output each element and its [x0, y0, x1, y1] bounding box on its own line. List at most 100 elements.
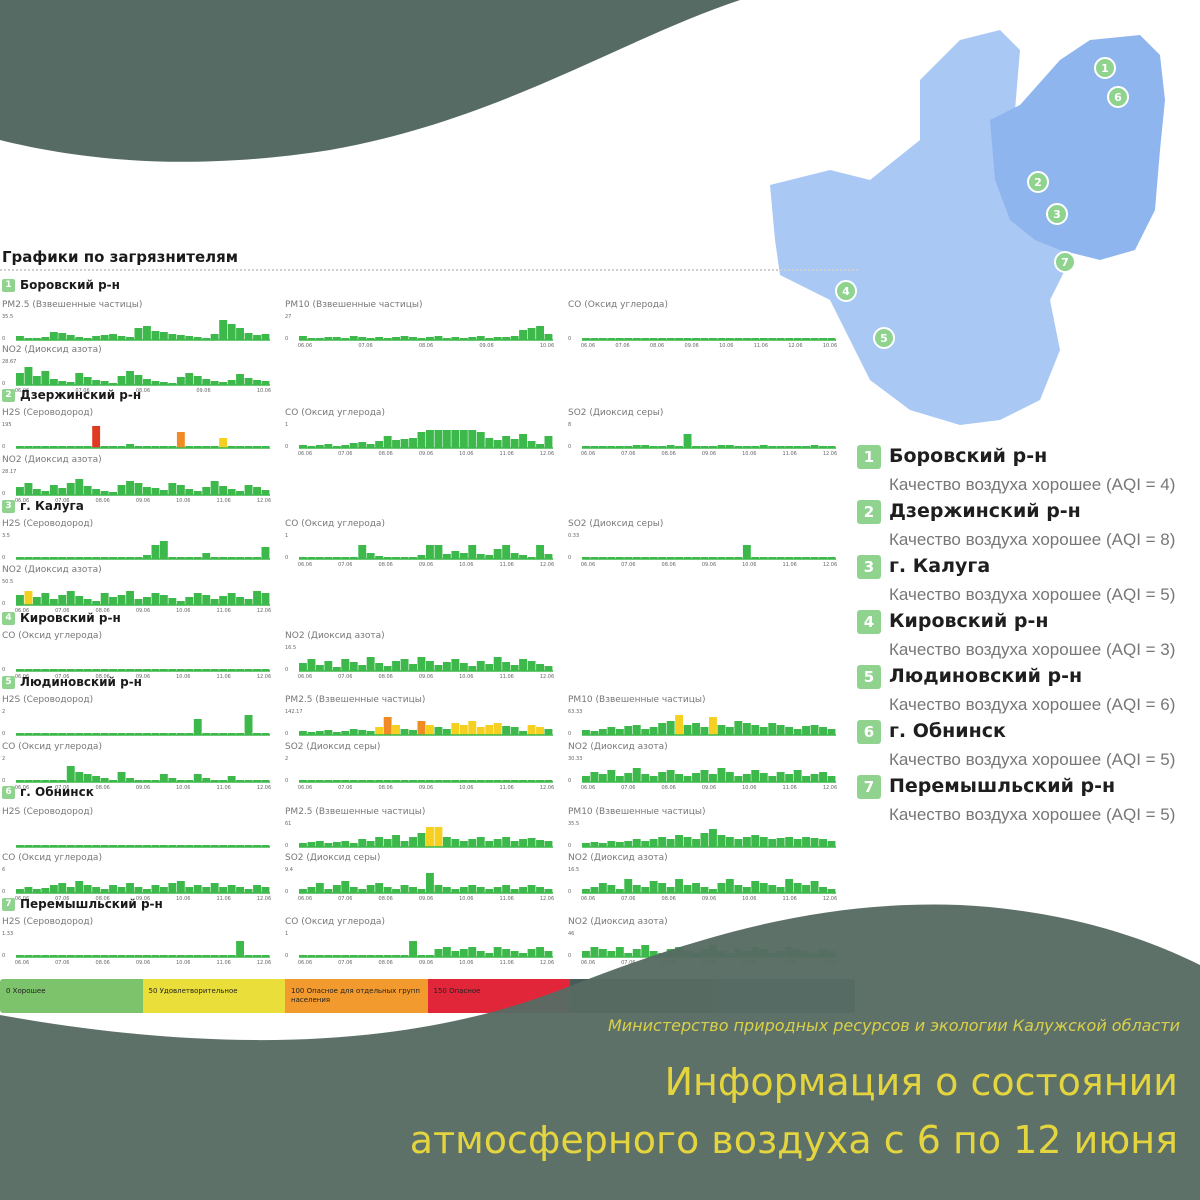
- bar: [692, 839, 700, 847]
- bar: [210, 733, 219, 735]
- bar: [590, 446, 599, 448]
- bar: [392, 661, 400, 671]
- bar: [493, 657, 502, 671]
- bar: [202, 845, 211, 847]
- bar: [751, 557, 760, 559]
- pollutant-mini-chart: H2S (Сероводород) 1.33 0 06.06 07.06 08.06 09.…: [2, 917, 274, 969]
- bar: [151, 733, 160, 735]
- y-max-label: 0.33: [568, 533, 579, 539]
- bar: [117, 669, 126, 671]
- bar: [219, 320, 228, 340]
- bar: [66, 887, 75, 893]
- bar: [468, 780, 477, 782]
- bar: [341, 841, 350, 847]
- bar: [41, 845, 50, 847]
- bar: [219, 780, 228, 782]
- bar: [468, 885, 477, 893]
- bar: [476, 554, 485, 559]
- x-tick-label: 07.06: [338, 451, 352, 457]
- mini-chart-plot: 16.5 0 06.06 07.06 08.06 09.06 10.06 11.06 12.06: [285, 645, 554, 680]
- bar: [751, 725, 760, 735]
- mini-chart-title: CO (Оксид углерода): [285, 519, 385, 529]
- bar: [261, 845, 270, 847]
- bar: [709, 945, 717, 957]
- x-tick-label: 11.06: [217, 498, 231, 504]
- bar: [519, 780, 527, 782]
- bar: [366, 841, 375, 847]
- x-tick-label: 10.06: [459, 960, 473, 966]
- bar: [776, 887, 785, 893]
- region-header: 3 г. Калуга: [2, 499, 84, 513]
- x-tick-label: 08.06: [419, 343, 433, 349]
- bar: [624, 726, 633, 735]
- bar: [485, 555, 494, 559]
- bar: [641, 774, 650, 782]
- bar: [442, 837, 451, 847]
- bar: [202, 487, 211, 495]
- bar: [810, 445, 819, 448]
- bar: [210, 446, 219, 448]
- y-max-label: 195: [2, 422, 12, 428]
- bar: [261, 547, 270, 559]
- bar: [544, 554, 553, 559]
- legend-number-badge: 2: [857, 500, 881, 524]
- mini-chart-title: H2S (Сероводород): [2, 695, 94, 705]
- mini-chart-plot: 16.5 0 06.06 07.06 08.06 09.06 10.06 11.06 12.06: [568, 867, 837, 902]
- bar: [409, 664, 417, 671]
- bar: [349, 843, 358, 847]
- x-tick-label: 10.06: [540, 343, 554, 349]
- bar: [75, 337, 84, 340]
- bar: [49, 733, 58, 735]
- bar: [426, 873, 434, 893]
- bar: [299, 731, 307, 735]
- bar: [16, 336, 24, 340]
- x-tick-label: 12.06: [257, 498, 271, 504]
- bar: [624, 879, 633, 893]
- bar: [299, 445, 307, 448]
- bar: [675, 879, 683, 893]
- bar: [92, 776, 101, 782]
- bar: [134, 887, 143, 893]
- bar: [185, 336, 194, 340]
- bar: [307, 732, 316, 735]
- legend-item: 4 Кировский р-н Качество воздуха хорошее (…: [857, 610, 1200, 665]
- bar: [185, 597, 194, 605]
- y-max-label: 16.5: [568, 867, 579, 873]
- bar: [502, 545, 511, 559]
- x-tick-label: 07.06: [338, 674, 352, 680]
- bar: [358, 889, 367, 893]
- bar: [510, 951, 519, 957]
- region-header: 1 Боровский р-н: [2, 278, 120, 292]
- bar: [451, 659, 460, 671]
- bar: [607, 951, 616, 957]
- bar: [92, 380, 101, 385]
- bar: [193, 719, 202, 735]
- bar: [100, 491, 109, 495]
- pollutant-mini-chart: PM10 (Взвешенные частицы) 27 0 06.06 07.06 08…: [285, 300, 557, 352]
- x-tick-label: 12.06: [540, 451, 554, 457]
- bar: [32, 889, 41, 893]
- bar: [219, 382, 228, 385]
- bar: [527, 725, 536, 735]
- bar: [451, 337, 460, 340]
- bar: [793, 557, 802, 559]
- bar: [434, 827, 443, 847]
- legend-region-name: Перемышльский р-н: [889, 775, 1116, 797]
- bar: [58, 669, 67, 671]
- bar: [307, 338, 316, 340]
- bar: [649, 727, 658, 735]
- bar: [176, 780, 185, 782]
- x-tick-label: 06.06: [15, 388, 29, 394]
- x-tick-label: 11.06: [783, 451, 797, 457]
- bar: [827, 557, 836, 559]
- pollutant-mini-chart: CO (Оксид углерода) 2 0 06.06 07.06 08.06 09.0…: [2, 742, 274, 794]
- bar: [253, 335, 261, 340]
- bar: [409, 557, 417, 559]
- bar: [315, 731, 324, 735]
- pollutant-mini-chart: CO (Оксид углерода) 0 06.06 07.06 08.06 09.06…: [568, 300, 840, 352]
- bar: [666, 887, 675, 893]
- mini-chart-plot: 6 0 06.06 07.06 08.06 09.06 10.06 11.06 12.06: [2, 867, 271, 902]
- bar: [210, 334, 219, 340]
- y-max-label: 3.5: [2, 533, 10, 539]
- pollutant-mini-chart: CO (Оксид углерода) 6 0 06.06 07.06 08.06 09.0…: [2, 853, 274, 905]
